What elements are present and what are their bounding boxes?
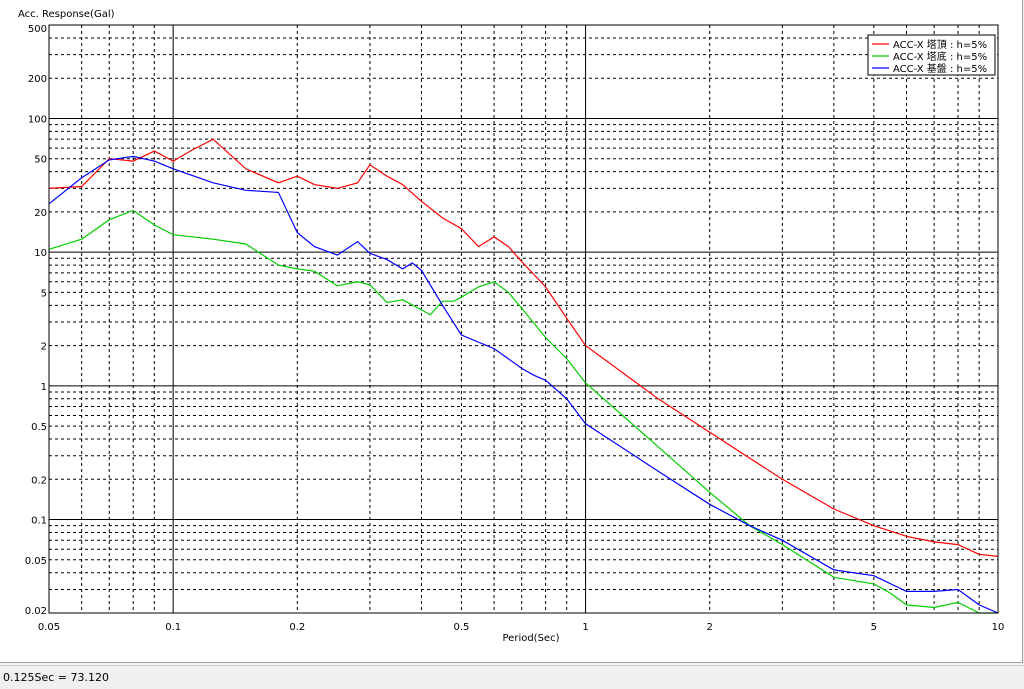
legend-entry: ACC-X 基盤 : h=5%: [893, 62, 987, 75]
y-axis-label: Acc. Response(Gal): [18, 9, 115, 20]
grid-layer: [49, 25, 998, 613]
x-tick-label: 5: [871, 622, 877, 633]
plot-frame: [48, 24, 999, 614]
x-tick-label: 1: [582, 622, 588, 633]
x-tick-label: 0.2: [289, 622, 305, 633]
y-tick-label: 1: [41, 382, 47, 393]
y-tick-label: 20: [34, 208, 47, 219]
tick-labels: 500 200 100 50 20 10 5 2 1 0.5 0.2 0.1 0.05 0.02 0.05 0…: [25, 24, 1005, 633]
y-tick-label: 0.2: [31, 475, 47, 486]
x-tick-label: 2: [707, 622, 713, 633]
status-bar: 0.125Sec = 73.120: [0, 665, 1024, 689]
y-tick-label: 5: [41, 288, 47, 299]
x-tick-label: 0.05: [38, 622, 60, 633]
x-axis-label: Period(Sec): [503, 633, 560, 644]
series-line: [48, 138, 999, 557]
series-layer: [48, 138, 999, 614]
status-readout: 0.125Sec = 73.120: [3, 671, 109, 684]
y-tick-label: 0.02: [25, 606, 47, 617]
x-tick-label: 10: [992, 622, 1005, 633]
legend-box: [867, 34, 996, 76]
y-tick-label: 500: [28, 24, 47, 35]
y-tick-label: 200: [28, 74, 47, 85]
series-line: [48, 155, 999, 614]
x-tick-label: 0.5: [453, 622, 469, 633]
y-tick-label: 10: [34, 248, 47, 259]
y-tick-label: 0.1: [31, 516, 47, 527]
y-tick-label: 2: [41, 342, 47, 353]
x-tick-label: 0.1: [165, 622, 181, 633]
legend: ACC-X 塔頂 : h=5%ACC-X 塔底 : h=5%ACC-X 基盤 :…: [867, 34, 996, 76]
y-tick-label: 0.5: [31, 422, 47, 433]
y-tick-label: 0.05: [25, 556, 47, 567]
response-spectrum-chart: Acc. Response(Gal) 500 200 100 50 20 10 5 2 1 0.5…: [18, 9, 1005, 644]
series-line: [48, 209, 998, 614]
y-tick-label: 100: [28, 114, 47, 125]
legend-entry: ACC-X 塔底 : h=5%: [893, 50, 987, 63]
legend-entry: ACC-X 塔頂 : h=5%: [893, 38, 987, 51]
y-tick-label: 50: [34, 155, 47, 166]
plot-window: Acc. Response(Gal) 500 200 100 50 20 10 5 2 1 0.5…: [0, 0, 1023, 663]
